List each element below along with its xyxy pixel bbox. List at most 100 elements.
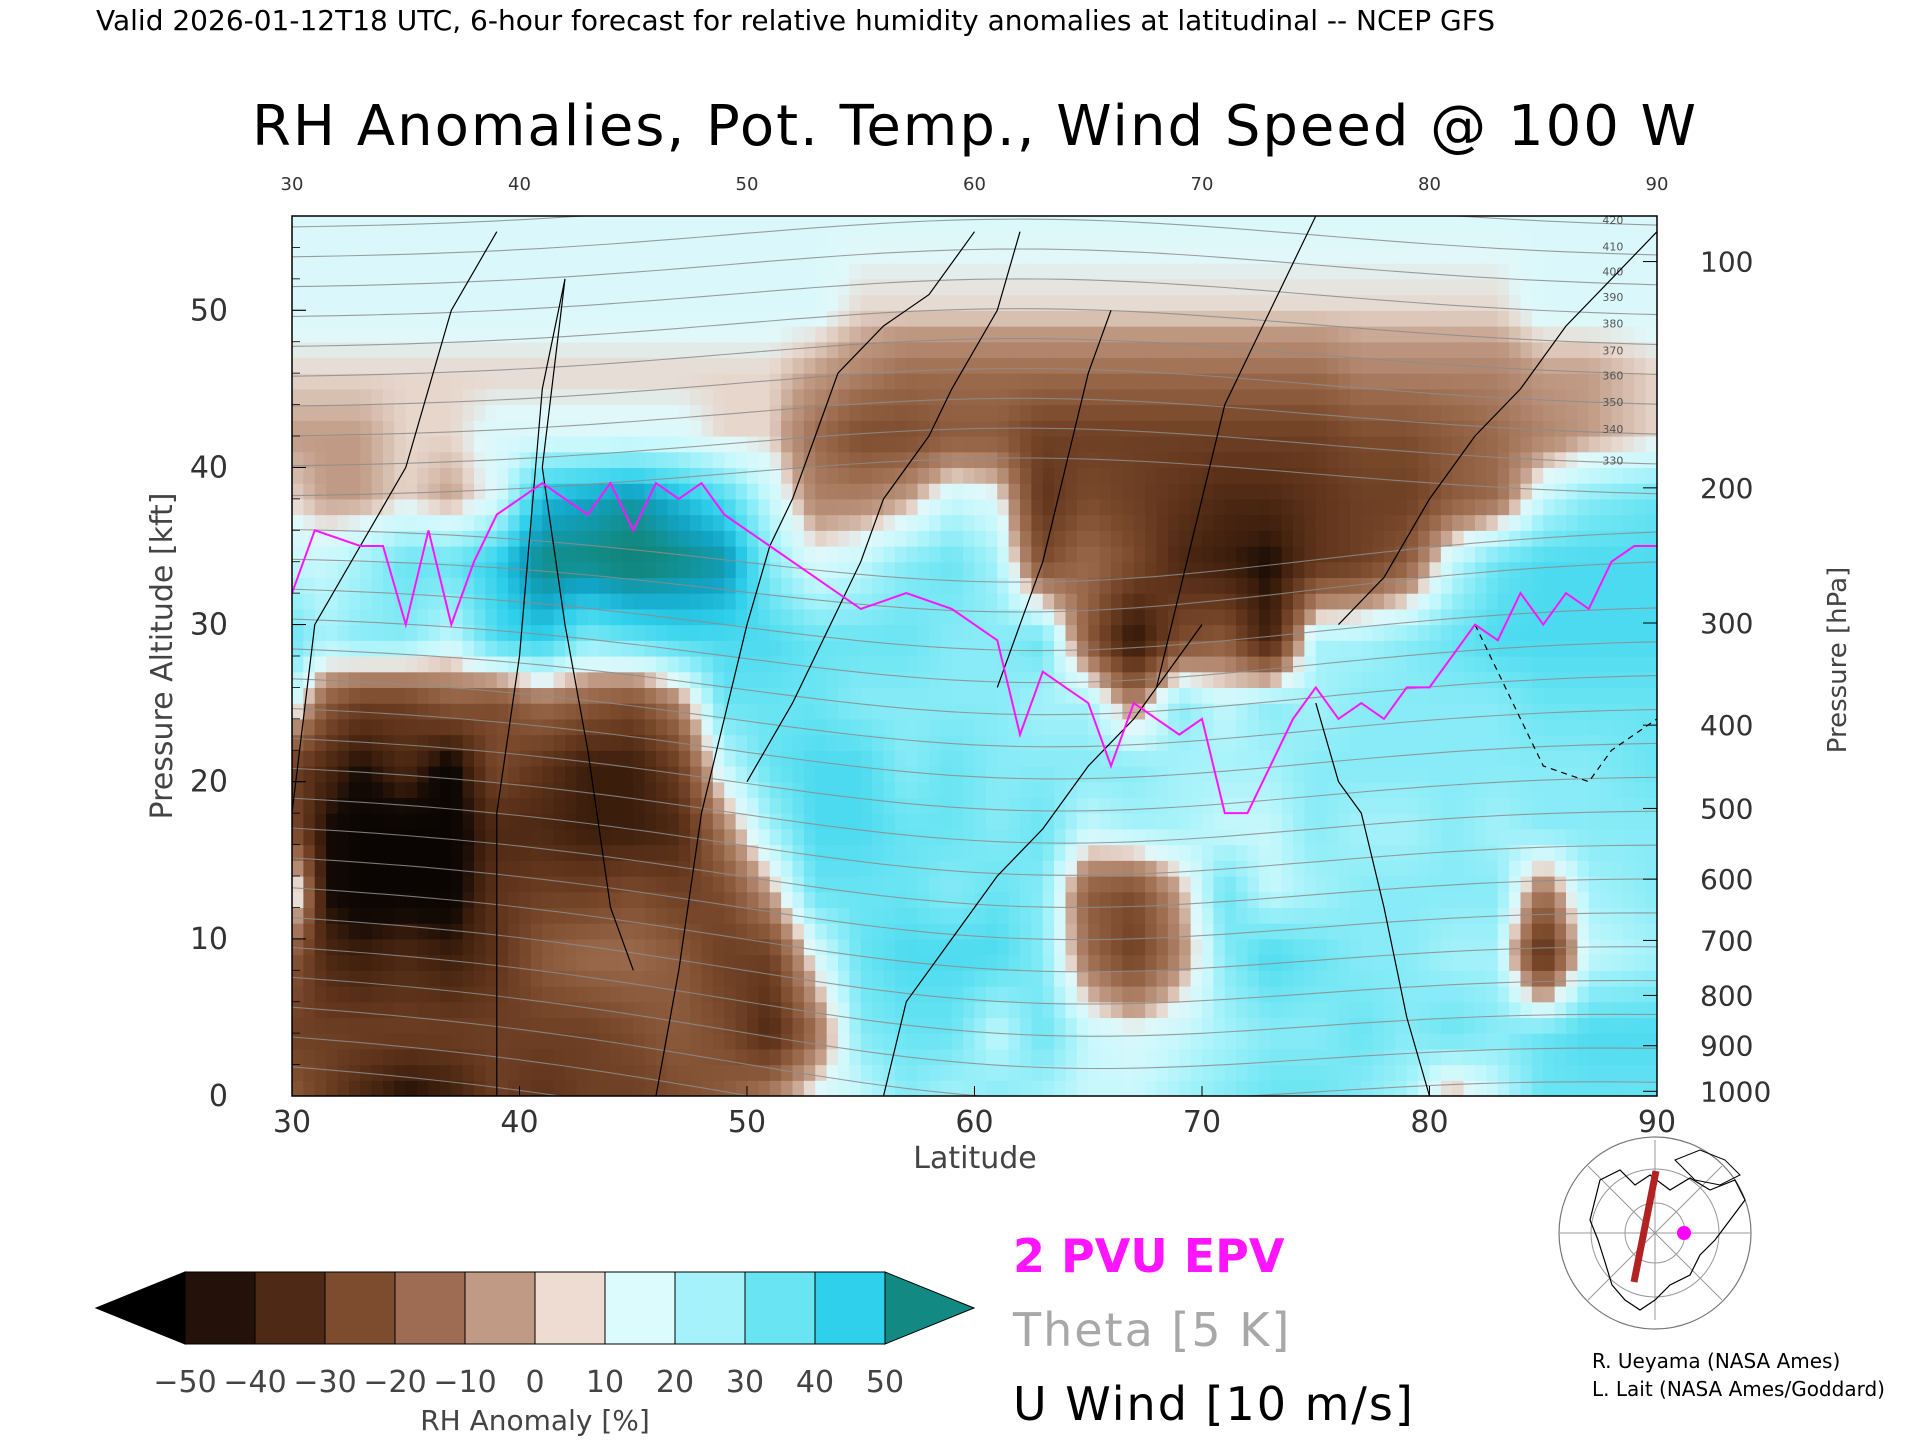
rh-cell (1145, 247, 1158, 264)
rh-cell (576, 718, 589, 736)
rh-cell (1236, 294, 1249, 311)
rh-cell (1213, 734, 1226, 751)
rh-cell (621, 828, 634, 846)
rh-cell (712, 781, 725, 799)
rh-cell (1202, 970, 1214, 987)
rh-cell (906, 498, 919, 516)
rh-cell (587, 813, 600, 830)
rh-cell (985, 561, 998, 579)
rh-cell (929, 546, 941, 563)
rh-cell (701, 1064, 714, 1081)
rh-cell (1167, 263, 1180, 280)
rh-cell (1293, 1001, 1305, 1019)
rh-cell (576, 278, 589, 296)
rh-cell (906, 561, 919, 579)
rh-cell (394, 766, 407, 783)
rh-cell (656, 467, 668, 484)
rh-cell (565, 514, 577, 531)
rh-cell (872, 420, 885, 437)
rh-cell (565, 718, 577, 736)
rh-cell (508, 530, 521, 547)
rh-cell (587, 451, 600, 469)
rh-cell (587, 624, 600, 641)
rh-cell (530, 216, 543, 233)
rh-cell (1224, 608, 1237, 626)
rh-cell (906, 326, 919, 343)
rh-cell (963, 326, 976, 343)
rh-cell (724, 907, 737, 924)
rh-cell (701, 954, 714, 971)
rh-cell (872, 1064, 885, 1081)
rh-cell (1202, 1033, 1214, 1050)
rh-cell (405, 970, 418, 987)
rh-cell (1258, 310, 1271, 327)
rh-cell (587, 388, 600, 406)
rh-cell (428, 1017, 441, 1034)
rh-cell (314, 514, 327, 531)
rh-cell (508, 923, 521, 940)
rh-cell (1020, 907, 1032, 924)
rh-cell (985, 530, 998, 547)
rh-cell (326, 263, 339, 280)
rh-cell (724, 593, 737, 610)
rh-cell (1202, 247, 1214, 264)
rh-cell (1122, 231, 1135, 249)
rh-cell (1247, 514, 1260, 531)
rh-cell (747, 263, 759, 280)
rh-cell (326, 216, 339, 233)
rh-cell (815, 1064, 828, 1081)
rh-cell (485, 278, 498, 296)
rh-cell (656, 278, 668, 296)
rh-cell (508, 483, 521, 500)
rh-cell (701, 388, 714, 406)
rh-cell (894, 718, 907, 736)
rh-cell (394, 954, 407, 971)
rh-cell (610, 718, 623, 736)
rh-cell (1281, 828, 1294, 846)
rh-cell (383, 891, 395, 909)
rh-cell (474, 326, 486, 343)
rh-cell (1122, 1064, 1135, 1081)
rh-cell (439, 734, 452, 751)
rh-cell (849, 278, 862, 296)
rh-cell (803, 263, 816, 280)
rh-cell (621, 608, 634, 626)
rh-cell (1293, 388, 1305, 406)
rh-cell (1258, 593, 1271, 610)
rh-cell (1054, 247, 1067, 264)
rh-cell (542, 467, 555, 484)
rh-cell (474, 907, 486, 924)
rh-cell (371, 326, 384, 343)
rh-cell (496, 1001, 509, 1019)
rh-cell (940, 860, 953, 877)
rh-cell (758, 294, 771, 311)
rh-cell (1065, 703, 1078, 720)
rh-cell (929, 750, 941, 767)
rh-cell (1133, 247, 1146, 264)
rh-cell (314, 703, 327, 720)
rh-cell (576, 388, 589, 406)
rh-cell (690, 656, 703, 673)
rh-cell (1258, 734, 1271, 751)
rh-cell (815, 498, 828, 516)
rh-cell (360, 373, 373, 390)
rh-cell (860, 373, 873, 390)
rh-cell (838, 1017, 850, 1034)
rh-cell (599, 986, 612, 1003)
rh-cell (1281, 294, 1294, 311)
rh-cell (1111, 687, 1123, 704)
rh-cell (1008, 294, 1021, 311)
rh-cell (508, 1080, 521, 1096)
rh-cell (1202, 891, 1214, 909)
rh-cell (1293, 923, 1305, 940)
rh-cell (951, 404, 964, 421)
rh-cell (292, 577, 304, 594)
rh-cell (724, 216, 737, 233)
rh-cell (1224, 671, 1237, 689)
rh-cell (1111, 781, 1123, 799)
rh-cell (371, 860, 384, 877)
rh-cell (690, 483, 703, 500)
rh-cell (303, 498, 316, 516)
rh-cell (1088, 483, 1101, 500)
rh-cell (1008, 341, 1021, 359)
